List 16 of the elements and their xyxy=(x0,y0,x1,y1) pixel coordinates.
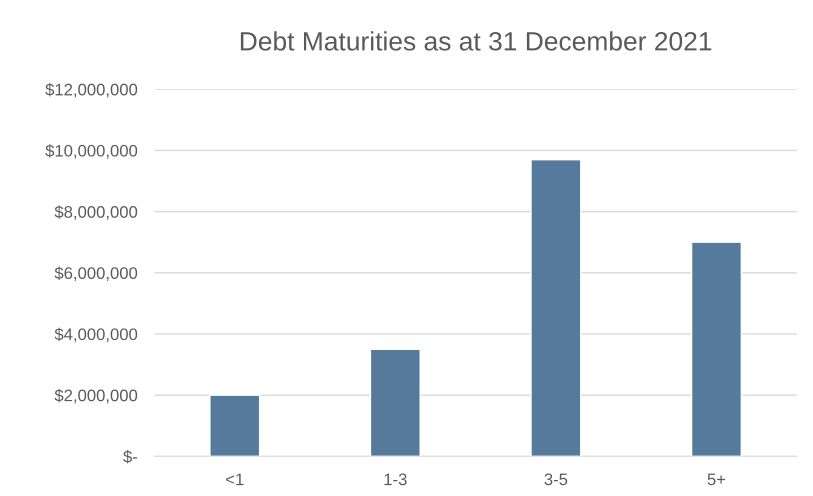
x-tick-label: <1 xyxy=(226,474,244,486)
y-tick-label: $8,000,000 xyxy=(54,205,138,220)
x-tick-label: 1-3 xyxy=(384,473,407,486)
bar xyxy=(690,242,742,456)
y-tick-label: $12,000,000 xyxy=(45,82,138,98)
x-tick-label: 3-5 xyxy=(544,473,568,486)
bar xyxy=(370,348,421,456)
y-tick-label: $10,000,000 xyxy=(45,144,138,159)
y-tick-label: $6,000,000 xyxy=(54,266,138,281)
x-tick-label: 5+ xyxy=(708,474,726,486)
chart-title: Debt Maturities as at 31 December 2021 xyxy=(240,31,712,51)
y-tick-label: $4,000,000 xyxy=(54,328,138,342)
y-tick-label: $2,000,000 xyxy=(54,388,138,404)
y-tick-label: $- xyxy=(123,450,138,464)
bar xyxy=(530,158,582,456)
bar xyxy=(209,394,260,456)
